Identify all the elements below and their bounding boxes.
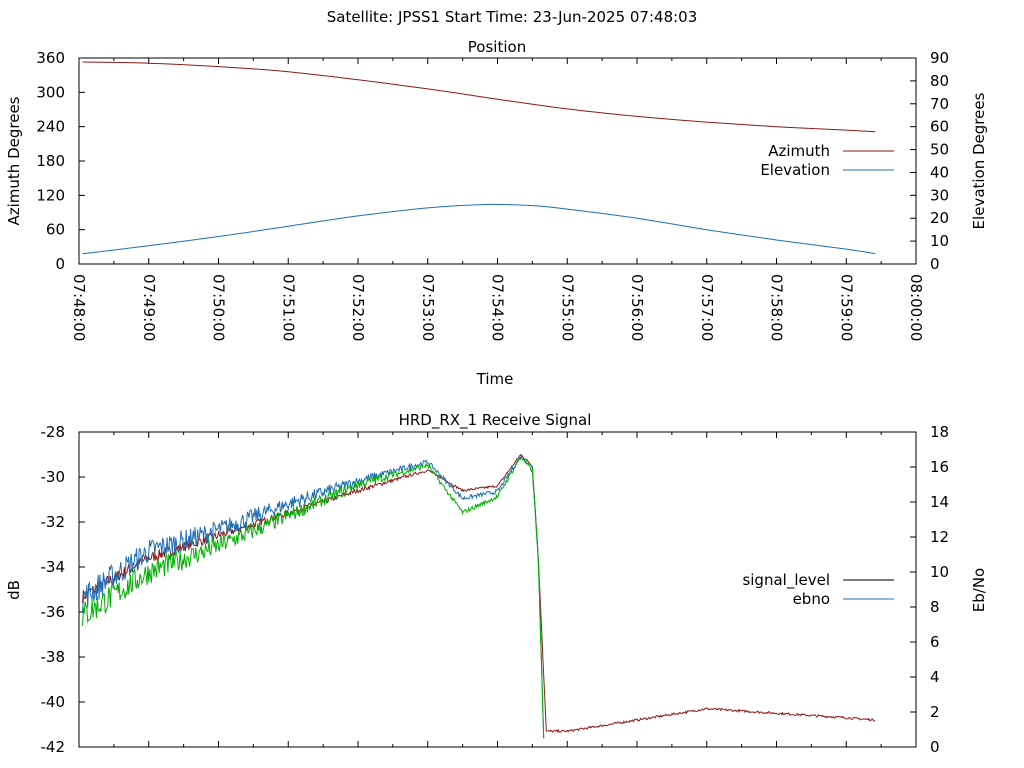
signal-chart-title: HRD_RX_1 Receive Signal bbox=[399, 411, 592, 430]
position-x-tick-label: 07:52:00 bbox=[349, 274, 367, 341]
series-line-ebno bbox=[82, 455, 545, 739]
signal-y-tick-label: -32 bbox=[41, 513, 66, 531]
signal-y2-tick-label: 16 bbox=[930, 458, 949, 476]
position-y2-tick-label: 70 bbox=[930, 95, 949, 113]
position-x-tick-label: 08:00:00 bbox=[907, 274, 925, 341]
position-chart: Position Azimuth Degrees Elevation Degre… bbox=[5, 38, 988, 388]
signal-y2-tick-label: 4 bbox=[930, 668, 940, 686]
position-y-tick-label: 180 bbox=[36, 152, 65, 170]
position-y-tick-label: 240 bbox=[36, 118, 65, 136]
position-x-tick-label: 07:57:00 bbox=[698, 274, 716, 341]
signal-y-tick-label: -40 bbox=[41, 693, 66, 711]
signal-y2-tick-label: 14 bbox=[930, 493, 949, 511]
position-y2-tick-label: 10 bbox=[930, 232, 949, 250]
position-legend: Azimuth Elevation bbox=[760, 142, 894, 179]
series-line-elevation bbox=[82, 203, 876, 255]
signal-y2-axis-label: Eb/No bbox=[970, 568, 988, 612]
signal-y-tick-label: -30 bbox=[41, 468, 66, 486]
position-x-axis-label: Time bbox=[476, 370, 514, 388]
position-x-tick-label: 07:48:00 bbox=[70, 274, 88, 341]
position-y2-tick-label: 30 bbox=[930, 186, 949, 204]
position-y2-tick-label: 90 bbox=[930, 49, 949, 67]
position-y-tick-label: 60 bbox=[46, 221, 65, 239]
position-x-tick-label: 07:53:00 bbox=[419, 274, 437, 341]
signal-y2-tick-label: 12 bbox=[930, 528, 949, 546]
position-y-tick-label: 120 bbox=[36, 186, 65, 204]
position-x-tick-label: 07:56:00 bbox=[628, 274, 646, 341]
series-line-signal-level bbox=[82, 453, 876, 733]
signal-series bbox=[82, 453, 876, 739]
position-y2-tick-label: 0 bbox=[930, 255, 940, 273]
signal-y2-tick-label: 6 bbox=[930, 633, 940, 651]
position-y-tick-label: 360 bbox=[36, 49, 65, 67]
position-y-tick-label: 300 bbox=[36, 83, 65, 101]
position-x-tick-label: 07:50:00 bbox=[210, 274, 228, 341]
position-x-tick-label: 07:58:00 bbox=[768, 274, 786, 341]
series-line-ebno-secondary bbox=[82, 456, 545, 739]
signal-y-tick-label: -42 bbox=[41, 738, 66, 756]
position-y-axis-label: Azimuth Degrees bbox=[5, 96, 23, 225]
signal-y-tick-label: -36 bbox=[41, 603, 66, 621]
position-y-tick-label: 0 bbox=[55, 255, 65, 273]
position-y2-tick-label: 40 bbox=[930, 163, 949, 181]
signal-y-axis-label: dB bbox=[5, 580, 23, 600]
legend-label-signal-level: signal_level bbox=[742, 571, 830, 590]
position-y2-tick-label: 60 bbox=[930, 118, 949, 136]
signal-legend: signal_level ebno bbox=[742, 571, 894, 608]
signal-y-tick-label: -34 bbox=[41, 558, 66, 576]
position-series bbox=[82, 61, 876, 255]
position-y2-tick-label: 20 bbox=[930, 209, 949, 227]
legend-label-ebno: ebno bbox=[793, 590, 830, 608]
position-x-tick-label: 07:51:00 bbox=[279, 274, 297, 341]
series-line-azimuth bbox=[82, 61, 876, 133]
signal-y2-tick-label: 10 bbox=[930, 563, 949, 581]
position-x-tick-label: 07:54:00 bbox=[489, 274, 507, 341]
position-x-tick-label: 07:59:00 bbox=[837, 274, 855, 341]
signal-y2-tick-label: 2 bbox=[930, 703, 940, 721]
position-x-tick-label: 07:55:00 bbox=[558, 274, 576, 341]
signal-plot-frame bbox=[78, 431, 917, 748]
position-chart-title: Position bbox=[468, 38, 526, 56]
legend-label-azimuth: Azimuth bbox=[768, 142, 830, 160]
position-axes: 0 60 120 180 240 300 360 0 10 20 30 40 50 60 70 80 90 07:… bbox=[36, 49, 949, 341]
position-y2-tick-label: 80 bbox=[930, 72, 949, 90]
legend-label-elevation: Elevation bbox=[760, 161, 830, 179]
signal-y2-tick-label: 0 bbox=[930, 738, 940, 756]
signal-y-tick-label: -38 bbox=[41, 648, 66, 666]
signal-axes: -42 -40 -38 -36 -34 -32 -30 -28 0 2 4 6 8 10 12 14 16 18 bbox=[41, 423, 950, 756]
position-y2-tick-label: 50 bbox=[930, 141, 949, 159]
receive-signal-chart: HRD_RX_1 Receive Signal dB Eb/No -42-40-… bbox=[5, 411, 988, 756]
signal-y2-tick-label: 18 bbox=[930, 423, 949, 441]
signal-y2-tick-label: 8 bbox=[930, 598, 940, 616]
position-x-tick-label: 07:49:00 bbox=[140, 274, 158, 341]
page-title: Satellite: JPSS1 Start Time: 23-Jun-2025… bbox=[327, 8, 698, 26]
position-y2-axis-label: Elevation Degrees bbox=[970, 92, 988, 229]
signal-y-tick-label: -28 bbox=[41, 423, 66, 441]
